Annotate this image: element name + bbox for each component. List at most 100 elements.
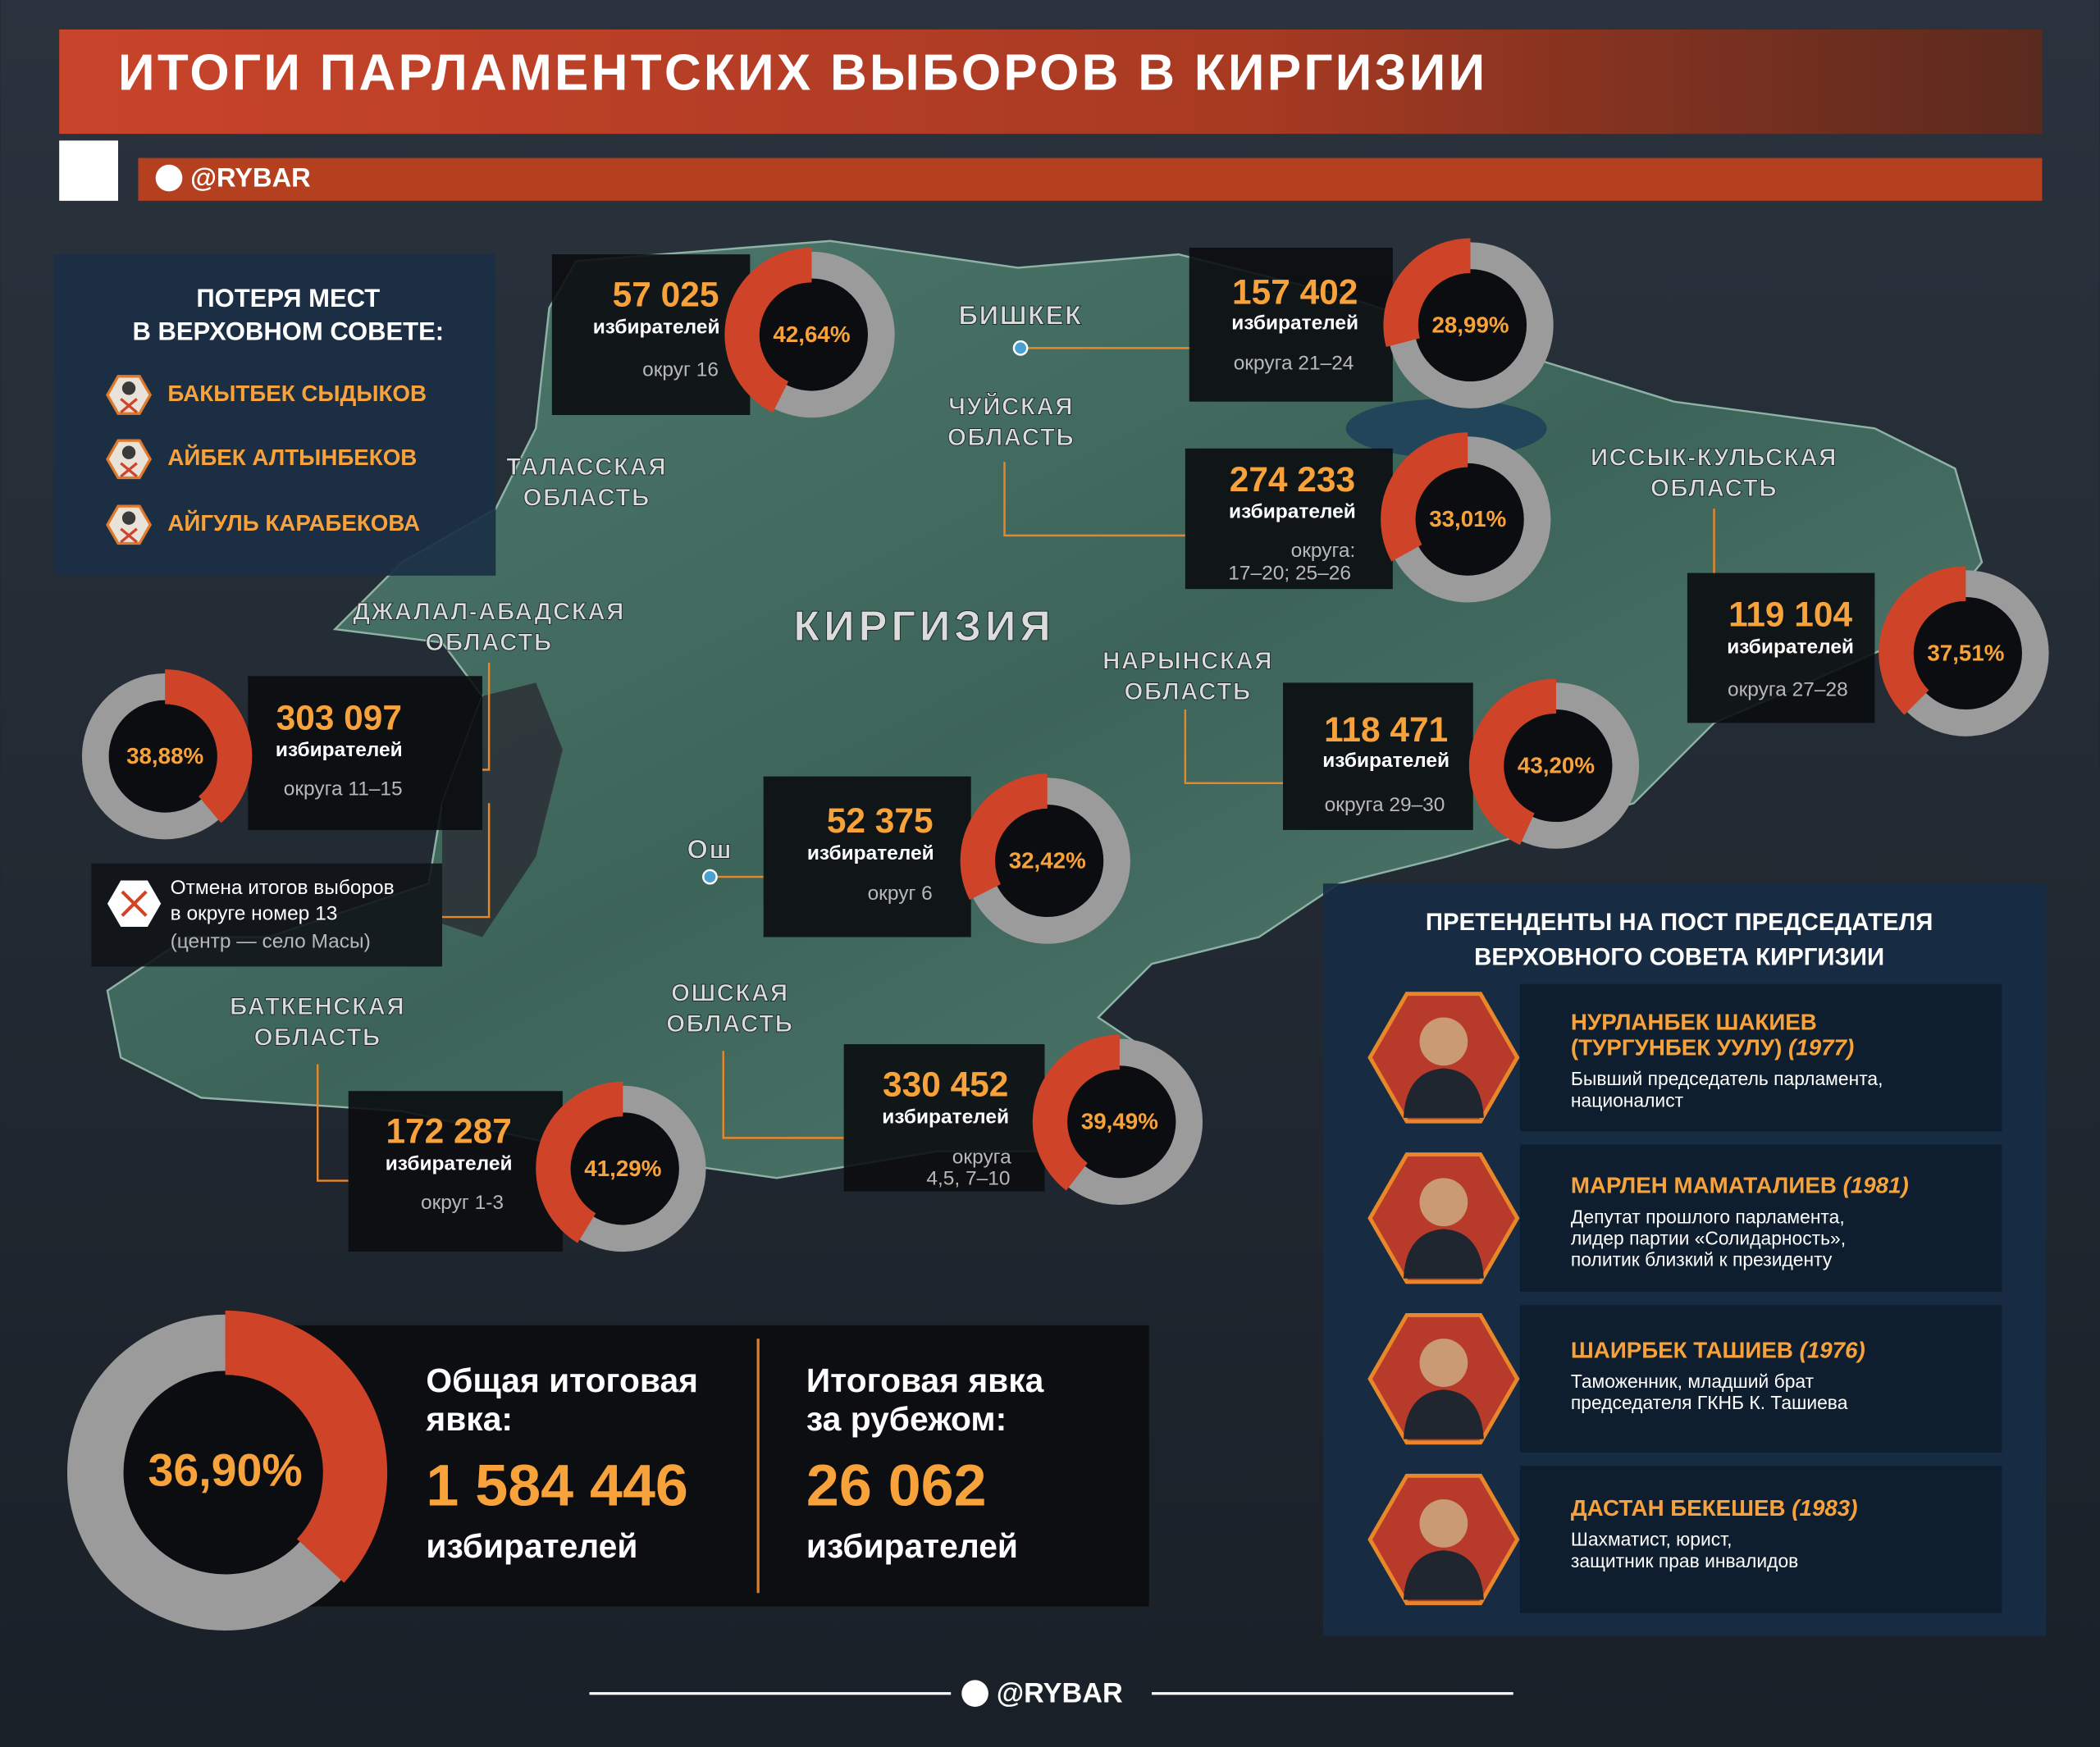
candidate-description: председателя ГКНБ К. Ташиева [1571, 1392, 1848, 1413]
candidate-year: (1977) [1788, 1035, 1854, 1061]
donut-label: 32,42% [1009, 847, 1086, 873]
total-unit: избирателей [426, 1527, 637, 1565]
country-label: КИРГИЗИЯ [793, 603, 1054, 650]
voters-unit: избирателей [807, 842, 934, 864]
cross-mark [120, 398, 138, 413]
region-label: ОБЛАСТЬ [523, 485, 651, 512]
donut-center [991, 804, 1104, 918]
leader-line [482, 662, 491, 771]
voters-unit: избирателей [386, 1152, 513, 1175]
voters-unit: избирателей [1727, 636, 1854, 658]
photo-face [1419, 1017, 1468, 1066]
candidate-description: националист [1571, 1089, 1684, 1111]
candidate-name-text: (ТУРГУНБЕК УУЛУ) [1571, 1035, 1782, 1061]
donut-center [1909, 596, 2022, 710]
okrug-label: 17–20; 25–26 [1228, 563, 1351, 585]
okrug-label: округа 11–15 [284, 778, 403, 800]
voters-count: 303 097 [276, 698, 402, 737]
okrug-label: округа 29–30 [1325, 794, 1445, 816]
donut-arc [536, 1081, 624, 1243]
telegram-icon [961, 1680, 988, 1708]
donut-label: 36,90% [148, 1445, 302, 1496]
region-label: ТАЛАССКАЯ [506, 454, 667, 481]
photo-face [1419, 1499, 1468, 1548]
district-box [843, 1044, 1045, 1192]
cancel-text: Отмена итогов выборов [171, 877, 395, 899]
total-box [254, 1325, 1149, 1607]
photo-face [1419, 1178, 1468, 1227]
donut-arc [1468, 678, 1557, 846]
candidate-year-gap [1793, 1338, 1800, 1363]
region-label: ОБЛАСТЬ [426, 629, 553, 656]
candidate-name: МАРЛЕН МАМАТАЛИЕВ (1981) [1571, 1173, 1909, 1198]
donut-label: 37,51% [1927, 640, 2004, 665]
cancel-cross [121, 890, 148, 917]
candidates-title: ВЕРХОВНОГО СОВЕТА КИРГИЗИИ [1474, 943, 1884, 970]
donut-arc [224, 1310, 388, 1583]
voters-unit: избирателей [882, 1106, 1009, 1128]
voters-count: 118 471 [1324, 710, 1448, 749]
region-label: ЧУЙСКАЯ [948, 393, 1074, 421]
title: ИТОГИ ПАРЛАМЕНТСКИХ ВЫБОРОВ В КИРГИЗИИ [118, 44, 1487, 101]
donut-center [1063, 1065, 1176, 1179]
candidate-name-text: ДАСТАН БЕКЕШЕВ [1571, 1495, 1786, 1521]
person-head [121, 511, 136, 525]
voters-unit: избирателей [1231, 312, 1358, 334]
cross-mark [120, 462, 138, 478]
total-caption: Итоговая явка [806, 1362, 1044, 1399]
total-caption: за рубежом: [806, 1400, 1007, 1438]
city-marker [1012, 340, 1029, 356]
candidate-description: Депутат прошлого парламента, [1571, 1206, 1845, 1227]
candidate-description: лидер партии «Солидарность», [1571, 1227, 1846, 1248]
district-box [1185, 448, 1393, 590]
voters-count: 52 375 [827, 801, 934, 840]
total-voters: 26 062 [806, 1453, 987, 1519]
deputy-name: АЙБЕК АЛТЫНБЕКОВ [167, 445, 417, 470]
donut-arc [1383, 238, 1472, 347]
donut-center [1500, 709, 1613, 823]
panel-title: В ВЕРХОВНОМ СОВЕТЕ: [132, 317, 444, 346]
title-bar [59, 29, 2043, 135]
voters-count: 157 402 [1232, 272, 1358, 311]
donut-arc [164, 669, 253, 823]
total-voters: 1 584 446 [426, 1453, 687, 1519]
voters-count: 330 452 [883, 1065, 1008, 1104]
donut-label: 43,20% [1518, 753, 1595, 778]
donut-center [123, 1371, 327, 1575]
brand-bar [138, 157, 2043, 201]
photo-suit [1403, 1550, 1484, 1600]
okrug-label: 4,5, 7–10 [926, 1167, 1010, 1189]
district-box [348, 1091, 563, 1252]
district-box [248, 676, 482, 830]
candidate-card [1519, 1466, 2002, 1613]
candidate-description: защитник прав инвалидов [1571, 1550, 1798, 1571]
donut-label: 39,49% [1081, 1109, 1158, 1134]
district-box [1189, 247, 1393, 402]
donut-center [755, 278, 869, 391]
total-caption: явка: [425, 1400, 513, 1438]
photo-suit [1403, 1229, 1484, 1279]
donut-label: 41,29% [584, 1156, 661, 1181]
city-label: БИШКЕК [959, 299, 1083, 330]
city-label: Ош [687, 834, 733, 864]
region-label: ОБЛАСТЬ [1125, 678, 1252, 705]
candidate-name-text: МАРЛЕН МАМАТАЛИЕВ [1571, 1173, 1837, 1198]
candidate-year: (1981) [1843, 1173, 1909, 1198]
candidate-name-text: НУРЛАНБЕК ШАКИЕВ [1571, 1010, 1817, 1035]
leader-line [316, 1064, 349, 1182]
voters-count: 57 025 [613, 276, 719, 314]
cancel-text: (центр — село Масы) [171, 931, 371, 953]
candidate-year-gap [1782, 1035, 1788, 1061]
region-label: ОБЛАСТЬ [1650, 475, 1778, 502]
district-box [551, 254, 751, 415]
leader-line [441, 803, 491, 919]
leader-line [722, 1051, 844, 1139]
qr-code [59, 140, 118, 201]
region-label: ИССЫК-КУЛЬСКАЯ [1591, 445, 1838, 472]
donut-label: 42,64% [773, 322, 850, 347]
region-label: ОБЛАСТЬ [947, 424, 1075, 451]
candidate-name: ДАСТАН БЕКЕШЕВ (1983) [1571, 1495, 1858, 1521]
okrug-label: округа [952, 1146, 1011, 1168]
candidate-name: НУРЛАНБЕК ШАКИЕВ [1571, 1010, 1817, 1035]
region-label: ДЖАЛАЛ-АБАДСКАЯ [353, 598, 625, 625]
